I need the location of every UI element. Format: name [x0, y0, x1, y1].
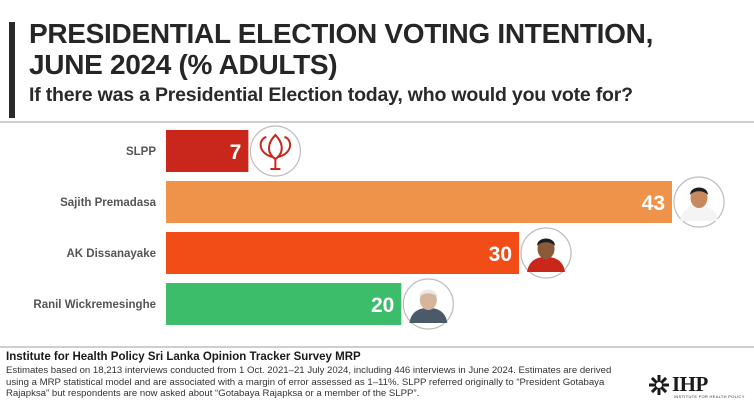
title-accent-bar: [9, 22, 15, 118]
bar-1: [166, 181, 672, 223]
category-label: AK Dissanayake: [67, 248, 157, 260]
portrait-hair: [690, 187, 708, 195]
value-label: 20: [371, 294, 394, 317]
portrait-ranil-icon: [402, 278, 454, 330]
portrait-face: [537, 239, 555, 259]
footer-source: Institute for Health Policy Sri Lanka Op…: [6, 351, 361, 363]
lotus-bud-icon: [249, 125, 301, 177]
portrait-sajith-icon: [673, 176, 725, 228]
category-label: SLPP: [126, 146, 156, 158]
category-label: Sajith Premadasa: [60, 197, 156, 209]
value-label: 7: [230, 141, 242, 164]
bar-chart: SLPP 7 Sajith Premadasa 43 AK Dissanayake 30 R…: [33, 125, 725, 330]
portrait-face: [419, 290, 437, 310]
portrait-shoulders: [680, 206, 718, 221]
chart-subtitle: If there was a Presidential Election tod…: [29, 84, 633, 106]
bottom-divider: [0, 346, 754, 348]
chart-title: PRESIDENTIAL ELECTION VOTING INTENTION, …: [29, 18, 729, 80]
logo-text: IHP: [672, 372, 708, 396]
portrait-face: [690, 188, 708, 208]
lotus-stem: [270, 159, 281, 170]
ihp-snowflake-logo-icon: [649, 375, 669, 395]
value-label: 30: [489, 243, 512, 266]
bar-2: [166, 232, 520, 274]
portrait-hair: [537, 238, 556, 246]
top-divider: [0, 121, 754, 123]
portrait-hair: [419, 289, 438, 297]
bar-0: [166, 130, 249, 172]
footer-note: Estimates based on 18,213 interviews con…: [6, 365, 612, 399]
value-label: 43: [642, 192, 665, 215]
portrait-akd-icon: [520, 227, 572, 279]
portrait-shoulders: [527, 257, 566, 272]
bar-3: [166, 283, 402, 325]
title-line-2: JUNE 2024 (% ADULTS): [29, 49, 338, 80]
logo-subtext: INSTITUTE FOR HEALTH POLICY: [674, 394, 745, 399]
portrait-shoulders: [409, 308, 448, 323]
category-label: Ranil Wickremesinghe: [33, 299, 156, 311]
title-line-1: PRESIDENTIAL ELECTION VOTING INTENTION,: [29, 18, 654, 49]
ihp-logo: IHP INSTITUTE FOR HEALTH POLICY: [648, 372, 748, 400]
lotus-side-petals: [259, 136, 291, 158]
